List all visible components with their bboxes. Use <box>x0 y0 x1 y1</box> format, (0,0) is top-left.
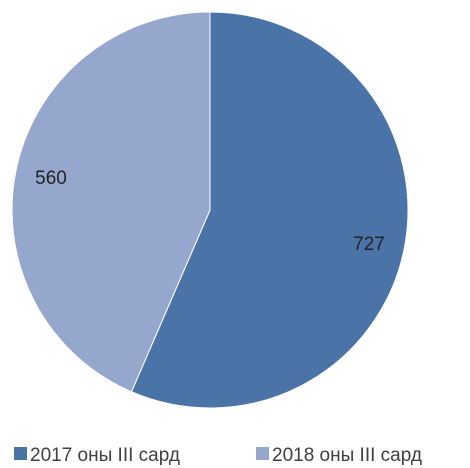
pie-slice-2017 <box>130 11 409 409</box>
data-label-2018: 560 <box>35 168 67 189</box>
legend-swatch-2018 <box>256 447 269 460</box>
legend-label-2018: 2018 оны III сард <box>272 445 422 466</box>
legend-swatch-2017 <box>14 447 27 460</box>
legend: 2017 оны III сард 2018 оны III сард <box>14 445 422 466</box>
pie-slice-2018 <box>11 11 211 393</box>
pie-slices <box>11 11 409 409</box>
legend-label-2017: 2017 оны III сард <box>30 445 180 466</box>
data-label-2017: 727 <box>353 234 385 255</box>
data-labels: 727 560 <box>35 168 385 255</box>
